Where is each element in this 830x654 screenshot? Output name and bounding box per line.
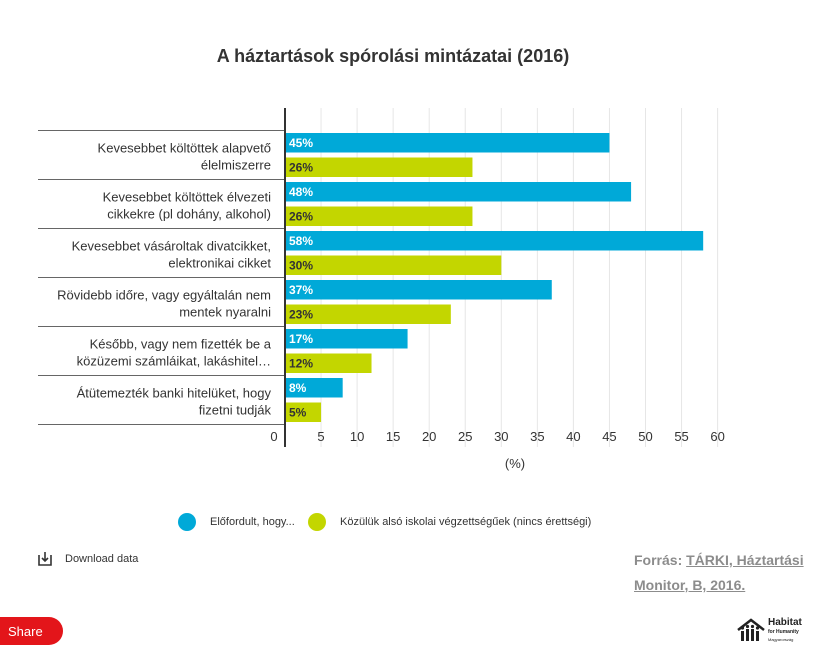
- logo-subtitle: for Humanity: [768, 629, 799, 635]
- category-label-2-line-2: cikkekre (pl dohány, alkohol): [107, 207, 271, 222]
- x-tick-label-0: 0: [270, 429, 277, 444]
- category-label-6-line-1: Átütemezték banki hitelüket, hogy: [77, 386, 272, 401]
- legend-item-series-2[interactable]: Közülük alsó iskolai végzettségűek (ninc…: [308, 512, 591, 532]
- data-label-s2-c3: 30%: [289, 258, 313, 272]
- category-label-2-line-1: Kevesebbet költöttek élvezeti: [103, 190, 271, 205]
- bar-s1-c2: [285, 182, 632, 202]
- source-prefix: Forrás:: [634, 552, 683, 568]
- logo-region: Magyarország: [768, 637, 794, 642]
- data-label-s2-c4: 23%: [289, 307, 313, 321]
- x-tick-label-50: 50: [638, 429, 652, 444]
- category-label-5-line-1: Később, vagy nem fizették be a: [90, 337, 272, 352]
- share-button[interactable]: Share: [0, 617, 63, 645]
- bar-s2-c2: [285, 206, 473, 226]
- category-label-4-line-2: mentek nyaralni: [179, 305, 271, 320]
- download-label: Download data: [65, 552, 139, 565]
- legend-label-series-1: Előfordult, hogy...: [210, 516, 295, 528]
- x-tick-label-10: 10: [350, 429, 364, 444]
- x-tick-label-40: 40: [566, 429, 580, 444]
- bar-chart: 45% 26% Kevesebbet költöttek alapvető élelm…: [38, 108, 725, 471]
- x-tick-label-20: 20: [422, 429, 436, 444]
- source-note: Forrás: TÁRKI, Háztartási Monitor, B, 20…: [634, 548, 824, 598]
- category-label-3-line-1: Kevesebbet vásároltak divatcikket,: [72, 239, 271, 254]
- bar-s1-c5: [285, 329, 408, 349]
- bar-s1-c1: [285, 133, 610, 153]
- logo-name: Habitat: [768, 617, 802, 628]
- category-label-4-line-1: Rövidebb időre, vagy egyáltalán nem: [57, 288, 271, 303]
- x-tick-label-35: 35: [530, 429, 544, 444]
- data-label-s1-c6: 8%: [289, 381, 307, 395]
- x-tick-label-45: 45: [602, 429, 616, 444]
- x-tick-label-60: 60: [710, 429, 724, 444]
- legend-swatch-series-2: [308, 513, 326, 531]
- data-label-s2-c1: 26%: [289, 160, 313, 174]
- data-label-s1-c2: 48%: [289, 185, 313, 199]
- x-tick-label-30: 30: [494, 429, 508, 444]
- data-label-s1-c3: 58%: [289, 234, 313, 248]
- chart-title: A háztartások spórolási mintázatai (2016…: [216, 46, 570, 66]
- house-people-icon: [737, 618, 765, 641]
- legend-label-series-2: Közülük alsó iskolai végzettségűek (ninc…: [340, 516, 592, 528]
- chart-legend: Előfordult, hogy... Közülük alsó iskolai…: [178, 512, 618, 532]
- legend-item-series-1[interactable]: Előfordult, hogy...: [178, 512, 295, 532]
- habitat-logo: Habitat for Humanity Magyarország: [736, 616, 820, 648]
- bar-s1-c6: [285, 378, 343, 398]
- bar-s2-c6: [285, 402, 322, 422]
- data-label-s1-c5: 17%: [289, 332, 313, 346]
- x-tick-label-25: 25: [458, 429, 472, 444]
- x-axis-title: (%): [505, 456, 525, 471]
- bar-s2-c1: [285, 157, 473, 177]
- legend-swatch-series-1: [178, 513, 196, 531]
- bar-s1-c3: [285, 231, 704, 251]
- source-link[interactable]: TÁRKI, Háztartási Monitor, B, 2016.: [634, 552, 804, 593]
- bar-s2-c4: [285, 304, 451, 324]
- download-data-button[interactable]: Download data: [38, 551, 138, 566]
- data-label-s2-c2: 26%: [289, 209, 313, 223]
- category-label-6-line-2: fizetni tudják: [199, 403, 272, 418]
- bar-s2-c3: [285, 255, 502, 275]
- x-tick-label-55: 55: [674, 429, 688, 444]
- category-label-3-line-2: elektronikai cikket: [168, 256, 271, 271]
- x-tick-label-5: 5: [317, 429, 324, 444]
- data-label-s1-c4: 37%: [289, 283, 313, 297]
- bar-s1-c4: [285, 280, 552, 300]
- download-icon: [38, 552, 52, 566]
- category-label-1-line-1: Kevesebbet költöttek alapvető: [98, 141, 271, 156]
- data-label-s1-c1: 45%: [289, 136, 313, 150]
- bar-s2-c5: [285, 353, 372, 373]
- data-label-s2-c5: 12%: [289, 356, 313, 370]
- category-label-1-line-2: élelmiszerre: [201, 158, 271, 173]
- data-label-s2-c6: 5%: [289, 405, 307, 419]
- x-tick-label-15: 15: [386, 429, 400, 444]
- category-label-5-line-2: közüzemi számláikat, lakáshitel…: [77, 354, 271, 369]
